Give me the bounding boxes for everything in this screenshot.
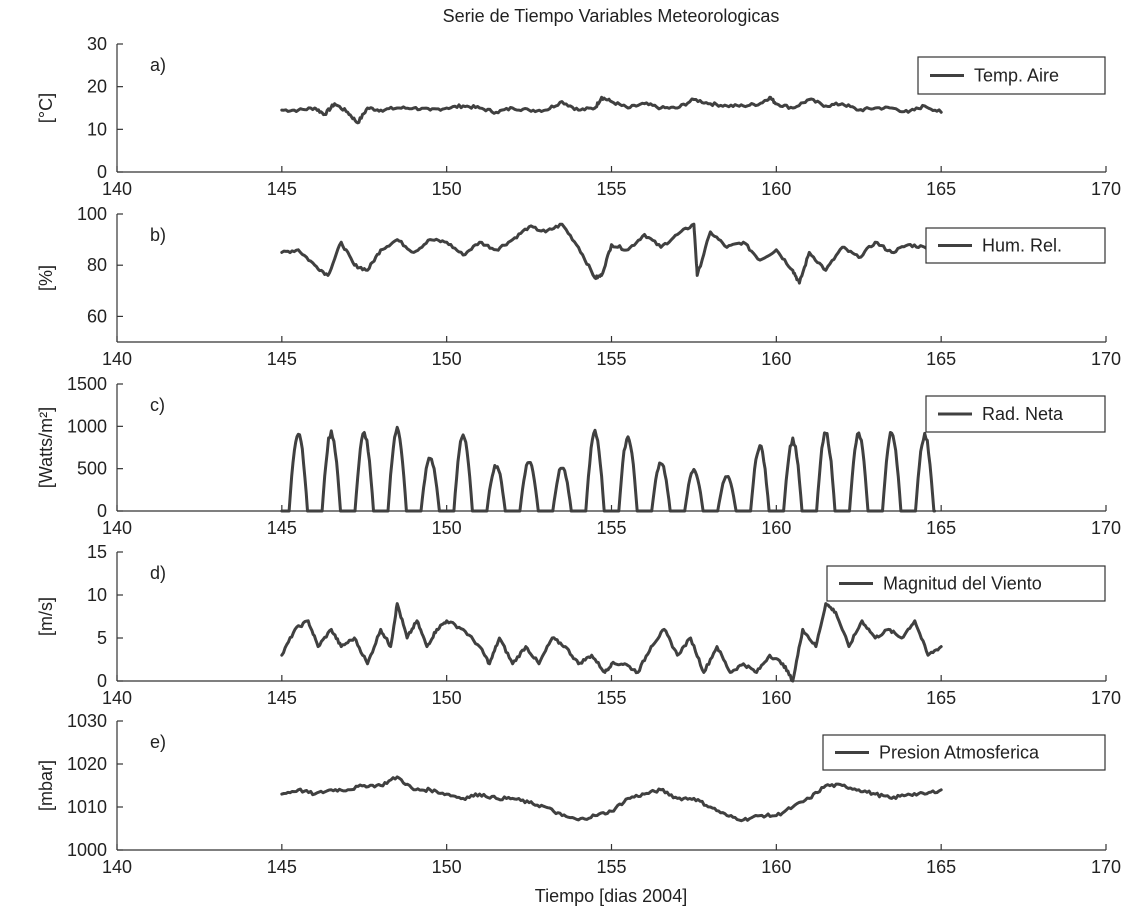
series-line — [280, 425, 937, 513]
y-tick-label: 10 — [87, 119, 107, 139]
legend-label: Hum. Rel. — [982, 236, 1062, 256]
legend: Rad. Neta — [925, 395, 1106, 433]
legend: Hum. Rel. — [925, 227, 1106, 264]
x-axis-label: Tiempo [dias 2004] — [535, 886, 687, 906]
x-tick-label: 155 — [596, 857, 626, 877]
x-tick-label: 140 — [102, 349, 132, 369]
x-tick-label: 155 — [596, 688, 626, 708]
x-tick-label: 170 — [1091, 857, 1121, 877]
x-tick-label: 165 — [926, 688, 956, 708]
y-tick-label: 30 — [87, 34, 107, 54]
y-tick-label: 500 — [77, 459, 107, 479]
x-tick-label: 145 — [267, 349, 297, 369]
x-tick-label: 145 — [267, 518, 297, 538]
panel-c: 140 145 150 155 160 165 170 0 500 1000 1500 [Watts/… — [36, 374, 1121, 538]
y-tick-label: 1000 — [67, 840, 107, 860]
y-tick-label: 0 — [97, 501, 107, 521]
panel-b: 140 145 150 155 160 165 170 60 80 100 [%] b) Hum. Re… — [36, 204, 1121, 369]
legend-label: Rad. Neta — [982, 404, 1064, 424]
panel-e: 140 145 150 155 160 165 170 1000 1010 1020 1030 [mb… — [36, 711, 1121, 877]
x-tick-label: 150 — [432, 179, 462, 199]
legend-label: Presion Atmosferica — [879, 743, 1040, 763]
panels: 140 145 150 155 160 165 1700102030[°C]a)Temp. … — [36, 34, 1121, 877]
panel-label: d) — [150, 563, 166, 583]
x-tick-label: 160 — [761, 857, 791, 877]
y-axis-label: [%] — [36, 265, 56, 291]
x-tick-label: 165 — [926, 518, 956, 538]
y-tick-label: 10 — [87, 585, 107, 605]
x-tick-label: 160 — [761, 349, 791, 369]
x-tick-label: 140 — [102, 518, 132, 538]
x-tick-label: 160 — [761, 179, 791, 199]
x-tick-label: 155 — [596, 518, 626, 538]
y-tick-label: 1030 — [67, 711, 107, 731]
x-tick-label: 165 — [926, 179, 956, 199]
x-tick-label: 150 — [432, 688, 462, 708]
y-tick-label: 5 — [97, 628, 107, 648]
x-tick-label: 145 — [267, 857, 297, 877]
panel-label: e) — [150, 732, 166, 752]
x-tick-label: 170 — [1091, 688, 1121, 708]
series-line — [280, 222, 943, 285]
y-axis-label: [m/s] — [36, 597, 56, 636]
y-axis-label: [Watts/m²] — [36, 407, 56, 488]
y-tick-label: 1020 — [67, 754, 107, 774]
y-tick-label: 0 — [97, 162, 107, 182]
series-line — [280, 95, 943, 125]
x-tick-label: 140 — [102, 857, 132, 877]
panel-a: 140 145 150 155 160 165 170 0 10 20 30 [°C] a) Temp. … — [36, 34, 1121, 199]
legend-box — [826, 565, 1106, 602]
y-tick-label: 1500 — [67, 374, 107, 394]
x-tick-label: 140 — [102, 688, 132, 708]
series-line — [280, 602, 943, 683]
y-tick-label: 15 — [87, 542, 107, 562]
x-tick-label: 170 — [1091, 518, 1121, 538]
chart-title: Serie de Tiempo Variables Meteorologicas — [443, 6, 780, 26]
y-tick-label: 60 — [87, 306, 107, 326]
x-tick-label: 155 — [596, 179, 626, 199]
y-tick-label: 80 — [87, 255, 107, 275]
x-tick-label: 140 — [102, 179, 132, 199]
panel-d: 140 145 150 155 160 165 170 0 5 10 15 [m/s] d) Magnit… — [36, 542, 1121, 708]
x-tick-label: 145 — [267, 179, 297, 199]
x-tick-label: 165 — [926, 349, 956, 369]
y-axis-label: [°C] — [36, 93, 56, 123]
x-tick-label: 170 — [1091, 179, 1121, 199]
legend: Magnitud del Viento — [826, 565, 1106, 602]
legend: Presion Atmosferica — [822, 734, 1106, 771]
y-tick-label: 100 — [77, 204, 107, 224]
x-tick-label: 170 — [1091, 349, 1121, 369]
y-tick-label: 0 — [97, 671, 107, 691]
x-tick-label: 150 — [432, 349, 462, 369]
y-tick-label: 1000 — [67, 416, 107, 436]
x-tick-label: 155 — [596, 349, 626, 369]
y-axis-label: [mbar] — [36, 760, 56, 811]
legend-label: Temp. Aire — [974, 66, 1059, 86]
x-tick-label: 150 — [432, 857, 462, 877]
x-tick-label: 160 — [761, 688, 791, 708]
panel-label: a) — [150, 55, 166, 75]
series-line — [280, 775, 943, 823]
panel-label: b) — [150, 225, 166, 245]
legend-label: Magnitud del Viento — [883, 574, 1042, 594]
x-tick-label: 145 — [267, 688, 297, 708]
y-tick-label: 20 — [87, 77, 107, 97]
y-tick-label: 1010 — [67, 797, 107, 817]
x-tick-label: 150 — [432, 518, 462, 538]
panel-label: c) — [150, 395, 165, 415]
x-tick-label: 165 — [926, 857, 956, 877]
legend-box — [822, 734, 1106, 771]
x-tick-label: 160 — [761, 518, 791, 538]
legend: Temp. Aire — [917, 56, 1106, 95]
